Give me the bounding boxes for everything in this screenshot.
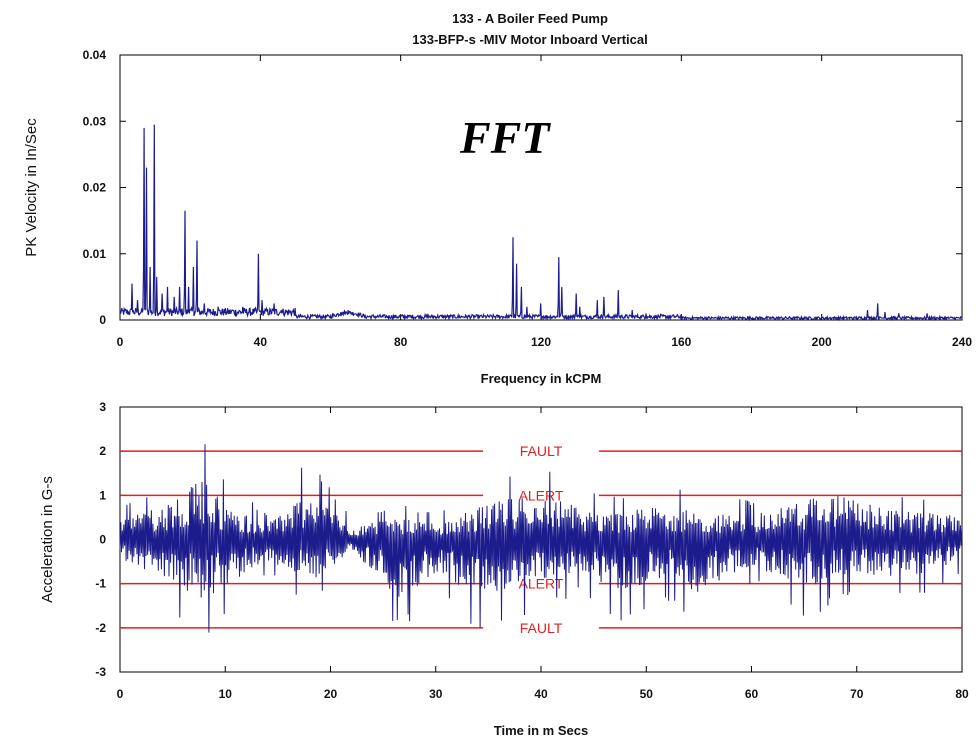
waveform-x-tick-label: 60 (745, 687, 759, 701)
fft-x-tick-label: 0 (117, 335, 124, 349)
threshold-label: FAULT (520, 620, 563, 636)
waveform-y-tick-label: 1 (99, 488, 106, 502)
waveform-x-tick-label: 40 (534, 687, 548, 701)
waveform-x-tick-label: 30 (429, 687, 443, 701)
fft-y-tick-label: 0.02 (83, 181, 107, 195)
fft-x-tick-label: 200 (812, 335, 832, 349)
fft-overlay-label: FFT (459, 112, 551, 163)
threshold-label: FAULT (520, 443, 563, 459)
waveform-y-axis-label: Acceleration in G-s (39, 476, 56, 603)
fft-y-tick-label: 0 (99, 313, 106, 327)
fft-x-tick-label: 160 (671, 335, 691, 349)
threshold-label: ALERT (519, 487, 564, 503)
waveform-y-tick-label: 2 (99, 444, 106, 458)
fft-panel: 0 40 80 120 160 200 240 0 0.01 0.02 0.03 0.04 Freque… (23, 48, 972, 386)
waveform-y-tick-label: -3 (95, 665, 106, 679)
waveform-x-tick-label: 0 (117, 687, 124, 701)
waveform-y-tick-label: 0 (99, 533, 106, 547)
waveform-x-tick-label: 70 (850, 687, 864, 701)
fft-y-tick-label: 0.04 (83, 48, 107, 62)
chart-title-line1: 133 - A Boiler Feed Pump (452, 11, 608, 26)
fft-plot-frame (120, 55, 962, 320)
waveform-y-tick-label: -2 (95, 621, 106, 635)
fft-x-tick-label: 80 (394, 335, 408, 349)
fft-x-axis-label: Frequency in kCPM (481, 371, 602, 386)
waveform-x-tick-label: 80 (955, 687, 969, 701)
fft-x-tick-label: 240 (952, 335, 972, 349)
time-waveform-trace (120, 444, 962, 632)
waveform-x-tick-label: 20 (324, 687, 338, 701)
chart-title-line2: 133-BFP-s -MIV Motor Inboard Vertical (412, 32, 648, 47)
waveform-y-tick-label: 3 (99, 400, 106, 414)
fft-y-tick-label: 0.01 (83, 247, 107, 261)
waveform-x-tick-label: 10 (219, 687, 233, 701)
fft-y-axis-label: PK Velocity in In/Sec (23, 118, 40, 257)
time-waveform-panel: 0 10 20 30 40 50 60 70 80 -3 -2 -1 0 1 2 3 Time in m Sec… (39, 400, 969, 738)
waveform-x-tick-label: 50 (640, 687, 654, 701)
fft-y-tick-label: 0.03 (83, 114, 107, 128)
waveform-x-axis-label: Time in m Secs (494, 723, 588, 738)
fft-x-tick-label: 40 (254, 335, 268, 349)
fft-x-tick-label: 120 (531, 335, 551, 349)
waveform-y-tick-label: -1 (95, 577, 106, 591)
